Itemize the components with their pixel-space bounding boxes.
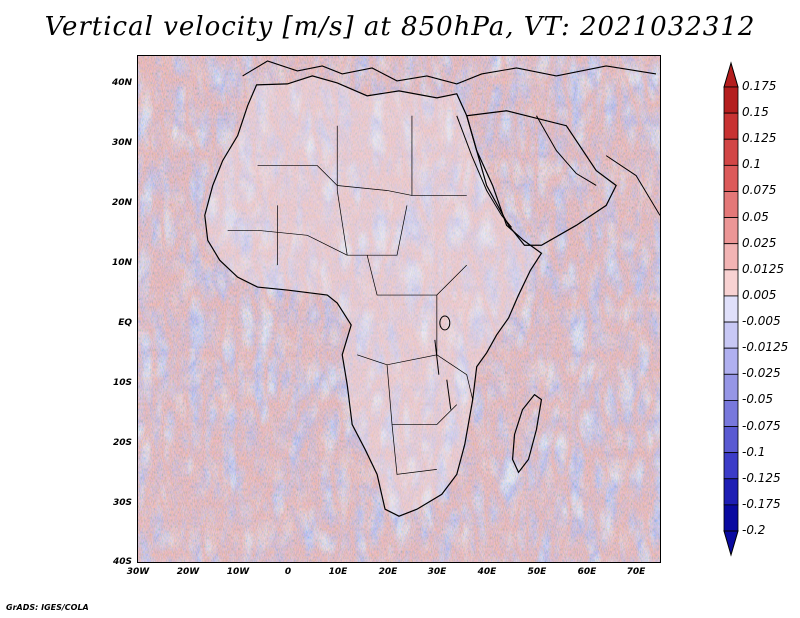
colorbar-label: -0.1 xyxy=(742,444,766,459)
colorbar-bin xyxy=(723,138,739,166)
lon-tick: 50E xyxy=(527,567,547,577)
colorbar-label: -0.075 xyxy=(742,418,781,433)
country-borders xyxy=(227,115,474,475)
colorbar-label: -0.125 xyxy=(742,470,781,485)
colorbar-bin xyxy=(723,164,739,192)
colorbar-label: 0.05 xyxy=(742,209,769,224)
colorbar-label: -0.005 xyxy=(742,314,781,329)
lon-tick: 60E xyxy=(577,567,597,577)
madagascar xyxy=(511,393,543,474)
colorbar-bin xyxy=(723,504,739,532)
colorbar-label: 0.1 xyxy=(742,157,762,172)
colorbar-bin xyxy=(723,321,739,349)
lat-tick: 40N xyxy=(111,78,132,88)
colorbar-label: 0.025 xyxy=(742,235,777,250)
lat-tick: 30S xyxy=(112,498,132,508)
europe-coastline xyxy=(242,60,657,85)
footer-credit: GrADS: IGES/COLA xyxy=(6,603,89,612)
colorbar-label: 0.075 xyxy=(742,183,777,198)
lon-tick: 20W xyxy=(176,567,200,577)
colorbar-bin xyxy=(723,269,739,297)
colorbar-min-arrow xyxy=(723,530,739,557)
colorbar-label: -0.0125 xyxy=(742,340,789,355)
colorbar-bin xyxy=(723,452,739,480)
colorbar-label: 0.0125 xyxy=(742,261,784,276)
lon-tick: 40E xyxy=(477,567,497,577)
map-panel xyxy=(137,55,661,563)
colorbar-bin xyxy=(723,426,739,454)
colorbar-bin xyxy=(723,86,739,114)
colorbar-bin xyxy=(723,400,739,427)
africa-coastline xyxy=(204,75,543,517)
colorbar-bin xyxy=(723,373,739,401)
lon-tick: 30E xyxy=(427,567,447,577)
colorbar-bin xyxy=(723,478,739,506)
lat-tick: 20N xyxy=(111,198,132,208)
colorbar-bin xyxy=(723,295,739,323)
colorbar-label: -0.2 xyxy=(742,523,766,537)
colorbar-label: -0.025 xyxy=(742,366,781,381)
great-lakes xyxy=(434,315,452,410)
colorbar-label: 0.175 xyxy=(742,79,777,93)
lat-tick: 30N xyxy=(111,138,132,148)
lon-tick: 20E xyxy=(378,567,398,577)
lon-tick: 10E xyxy=(328,567,348,577)
colorbar-label: -0.175 xyxy=(742,496,781,511)
red-sea xyxy=(456,115,512,228)
lon-tick: 70E xyxy=(626,567,646,577)
colorbar-bin xyxy=(723,243,739,271)
fine-noise-field xyxy=(138,56,660,562)
colorbar-bin xyxy=(723,347,739,375)
colorbar-bin xyxy=(723,112,739,140)
persian-gulf xyxy=(536,115,660,216)
lat-tick: 10N xyxy=(111,258,132,268)
lon-tick: 0 xyxy=(284,567,292,577)
colorbar-label: 0.125 xyxy=(742,131,777,146)
colorbar-label: -0.05 xyxy=(742,392,774,407)
lat-tick: EQ xyxy=(118,318,132,328)
lon-tick: 10W xyxy=(226,567,250,577)
lat-tick: 20S xyxy=(112,438,132,448)
colorbar-label: 0.005 xyxy=(742,287,777,302)
colorbar-bin xyxy=(723,191,739,218)
lat-tick: 40S xyxy=(112,557,132,567)
colorbar-bin xyxy=(723,217,739,245)
lon-tick: 30W xyxy=(126,567,150,577)
colorbar-label: 0.15 xyxy=(742,105,769,120)
map-title: Vertical velocity [m/s] at 850hPa, VT: 2… xyxy=(44,12,756,42)
lat-tick: 10S xyxy=(112,378,132,388)
colorbar-max-arrow xyxy=(723,61,739,88)
